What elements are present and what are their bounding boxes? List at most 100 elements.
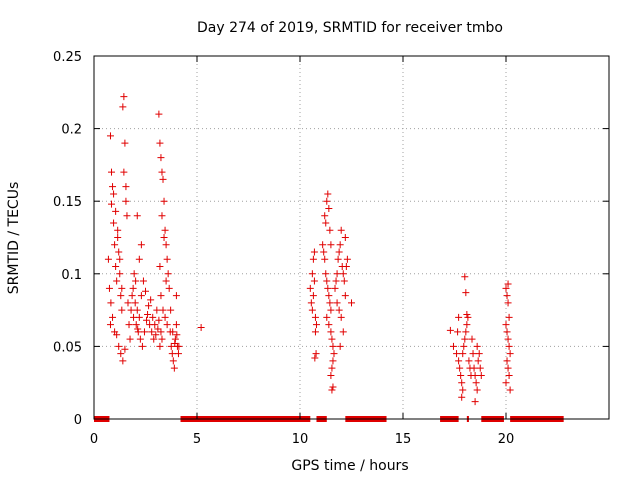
data-point (117, 350, 125, 358)
data-point (329, 383, 337, 391)
data-point (327, 306, 335, 314)
data-point (333, 299, 341, 307)
data-point (325, 204, 333, 212)
data-point (140, 328, 148, 336)
data-point (171, 335, 179, 343)
data-point (340, 277, 348, 285)
data-point (124, 299, 132, 307)
data-point (161, 226, 169, 234)
data-point (334, 255, 342, 263)
data-point (324, 190, 332, 198)
data-point (470, 364, 478, 372)
data-point (115, 342, 123, 350)
data-point (327, 241, 335, 249)
data-point (323, 197, 331, 205)
data-point (139, 277, 147, 285)
data-point (326, 299, 334, 307)
data-point (137, 292, 145, 300)
data-point (328, 386, 336, 394)
data-point (133, 306, 141, 314)
data-point (311, 354, 319, 362)
data-point (306, 284, 314, 292)
data-point (158, 168, 166, 176)
data-point (109, 183, 117, 191)
data-point (123, 212, 131, 220)
x-tick-label: 10 (292, 432, 309, 447)
data-point (121, 345, 129, 353)
data-point (453, 350, 461, 358)
data-point (106, 132, 114, 140)
data-point (113, 331, 121, 339)
data-point (325, 321, 333, 329)
data-point (449, 342, 457, 350)
data-point (460, 342, 468, 350)
data-point (127, 306, 135, 314)
data-point (342, 263, 350, 271)
data-point (472, 379, 480, 387)
data-point (322, 219, 330, 227)
data-point (506, 386, 514, 394)
data-point (458, 393, 466, 401)
data-point (119, 103, 127, 111)
data-point (308, 306, 316, 314)
data-point (129, 284, 137, 292)
data-point (159, 306, 167, 314)
data-point (322, 270, 330, 278)
data-point (158, 212, 166, 220)
data-point (504, 299, 512, 307)
data-point (462, 328, 470, 336)
x-axis-label: GPS time / hours (291, 458, 408, 474)
data-point (323, 277, 331, 285)
data-point (505, 313, 513, 321)
data-point (153, 306, 161, 314)
data-point (172, 321, 180, 329)
data-point (168, 350, 176, 358)
data-point (162, 277, 170, 285)
data-point (327, 371, 335, 379)
data-point (175, 342, 183, 350)
x-tick-label: 15 (395, 432, 412, 447)
data-point (167, 306, 175, 314)
data-point (118, 306, 126, 314)
data-point (105, 284, 113, 292)
data-point (502, 284, 510, 292)
data-point (312, 350, 320, 358)
y-tick-label: 0.15 (53, 195, 82, 210)
data-point (104, 255, 112, 263)
data-point (154, 325, 162, 333)
data-point (310, 277, 318, 285)
data-point (149, 313, 157, 321)
data-point (464, 313, 472, 321)
y-axis-ticks: 0 0.05 0.1 0.15 0.2 0.25 (53, 50, 609, 428)
data-point (112, 207, 120, 215)
data-point (461, 335, 469, 343)
y-tick-label: 0 (74, 413, 82, 428)
data-point (335, 306, 343, 314)
data-point (456, 364, 464, 372)
data-point (122, 197, 130, 205)
data-point (165, 284, 173, 292)
data-point (341, 292, 349, 300)
data-point (171, 339, 179, 347)
data-point (113, 277, 121, 285)
data-point (116, 270, 124, 278)
data-point (163, 255, 171, 263)
data-point (155, 316, 163, 324)
data-point (468, 335, 476, 343)
data-point (339, 270, 347, 278)
x-tick-label: 20 (498, 432, 515, 447)
data-point (125, 321, 133, 329)
data-point (505, 342, 513, 350)
data-point (162, 241, 170, 249)
data-point (475, 350, 483, 358)
data-point (502, 321, 510, 329)
data-point (330, 350, 338, 358)
data-point (133, 212, 141, 220)
data-point (339, 328, 347, 336)
data-point (455, 357, 463, 365)
data-point (156, 139, 164, 147)
data-point (329, 342, 337, 350)
data-point (471, 398, 479, 406)
data-point (132, 277, 140, 285)
